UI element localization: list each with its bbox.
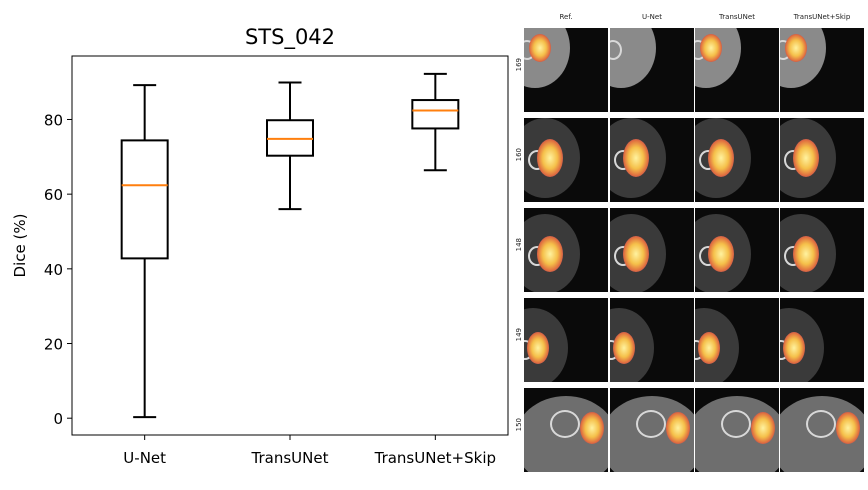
grid-column-header: TransUNet (719, 13, 755, 21)
segmentation-grid: Ref. U-Net TransUNet TransUNet+Skip 169 160 14… (515, 10, 868, 480)
scan-image-cell (695, 298, 779, 382)
y-tick-label: 20 (44, 336, 63, 354)
scan-image-cell (780, 388, 864, 472)
x-tick-label: TransUNet (251, 449, 329, 467)
x-tick-label: U-Net (123, 449, 166, 467)
scan-image-cell (780, 208, 864, 292)
scan-image-cell (524, 388, 608, 472)
box-plot: STS_042 0 20 40 60 80 Dice (%) U-Net TransUNet Tr… (11, 25, 509, 467)
scan-image-cell (695, 388, 779, 472)
y-tick-label: 0 (53, 410, 63, 428)
x-tick-label: TransUNet+Skip (374, 449, 496, 467)
scan-image-cell (780, 118, 864, 202)
scan-image-cell (695, 208, 779, 292)
scan-image-cell (780, 28, 864, 112)
y-tick-label: 60 (44, 186, 63, 204)
grid-column-header: Ref. (559, 13, 573, 21)
grid-column-header: TransUNet+Skip (793, 13, 851, 21)
scan-image-cell (610, 28, 694, 112)
y-tick-label: 80 (44, 111, 63, 129)
scan-image-cell (524, 118, 608, 202)
scan-image-cell (524, 298, 608, 382)
scan-image-cell (695, 28, 779, 112)
y-tick-label: 40 (44, 261, 63, 279)
box-transunet-skip (411, 99, 460, 130)
grid-column-header: U-Net (642, 13, 662, 21)
scan-image-cell (610, 298, 694, 382)
scan-image-cell (610, 388, 694, 472)
scan-image-cell (695, 118, 779, 202)
scan-image-cell (610, 208, 694, 292)
scan-image-cell (780, 298, 864, 382)
box-u-net (120, 139, 169, 260)
y-axis-label: Dice (%) (11, 214, 29, 278)
scan-image-cell (524, 28, 608, 112)
chart-title: STS_042 (245, 25, 335, 50)
scan-image-cell (524, 208, 608, 292)
scan-image-cell (610, 118, 694, 202)
